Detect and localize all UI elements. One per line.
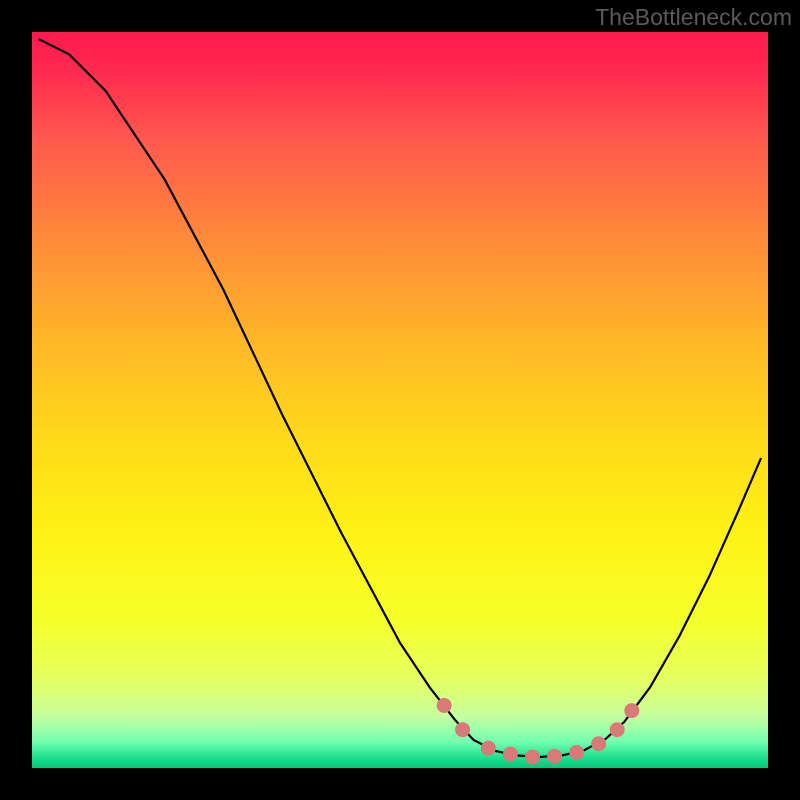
curve-marker — [547, 749, 562, 764]
curve-marker — [437, 698, 452, 713]
plot-background — [32, 32, 768, 768]
curve-marker — [591, 736, 606, 751]
bottleneck-chart — [0, 0, 800, 800]
curve-marker — [525, 749, 540, 764]
curve-marker — [610, 722, 625, 737]
page-root: TheBottleneck.com — [0, 0, 800, 800]
curve-marker — [481, 741, 496, 756]
curve-marker — [503, 747, 518, 762]
curve-marker — [624, 703, 639, 718]
curve-marker — [569, 745, 584, 760]
watermark-text: TheBottleneck.com — [595, 4, 792, 31]
curve-marker — [455, 722, 470, 737]
